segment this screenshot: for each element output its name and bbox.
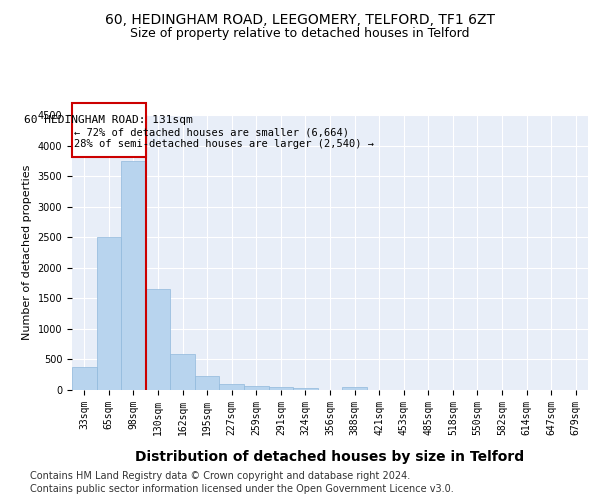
Bar	[244, 386, 269, 390]
Y-axis label: Number of detached properties: Number of detached properties	[22, 165, 32, 340]
FancyBboxPatch shape	[72, 103, 146, 156]
Bar	[97, 237, 121, 390]
Text: 28% of semi-detached houses are larger (2,540) →: 28% of semi-detached houses are larger (…	[74, 140, 374, 149]
Bar	[342, 387, 367, 390]
Bar	[269, 387, 293, 390]
Text: Contains HM Land Registry data © Crown copyright and database right 2024.: Contains HM Land Registry data © Crown c…	[30, 471, 410, 481]
Bar	[72, 367, 97, 390]
Text: 60 HEDINGHAM ROAD: 131sqm: 60 HEDINGHAM ROAD: 131sqm	[25, 115, 193, 125]
Text: Contains public sector information licensed under the Open Government Licence v3: Contains public sector information licen…	[30, 484, 454, 494]
Text: ← 72% of detached houses are smaller (6,664): ← 72% of detached houses are smaller (6,…	[74, 127, 349, 137]
Bar	[146, 289, 170, 390]
Text: 60, HEDINGHAM ROAD, LEEGOMERY, TELFORD, TF1 6ZT: 60, HEDINGHAM ROAD, LEEGOMERY, TELFORD, …	[105, 12, 495, 26]
Text: Distribution of detached houses by size in Telford: Distribution of detached houses by size …	[136, 450, 524, 464]
Bar	[195, 376, 220, 390]
Bar	[293, 388, 318, 390]
Bar	[220, 384, 244, 390]
Bar	[170, 354, 195, 390]
Bar	[121, 161, 146, 390]
Text: Size of property relative to detached houses in Telford: Size of property relative to detached ho…	[130, 28, 470, 40]
